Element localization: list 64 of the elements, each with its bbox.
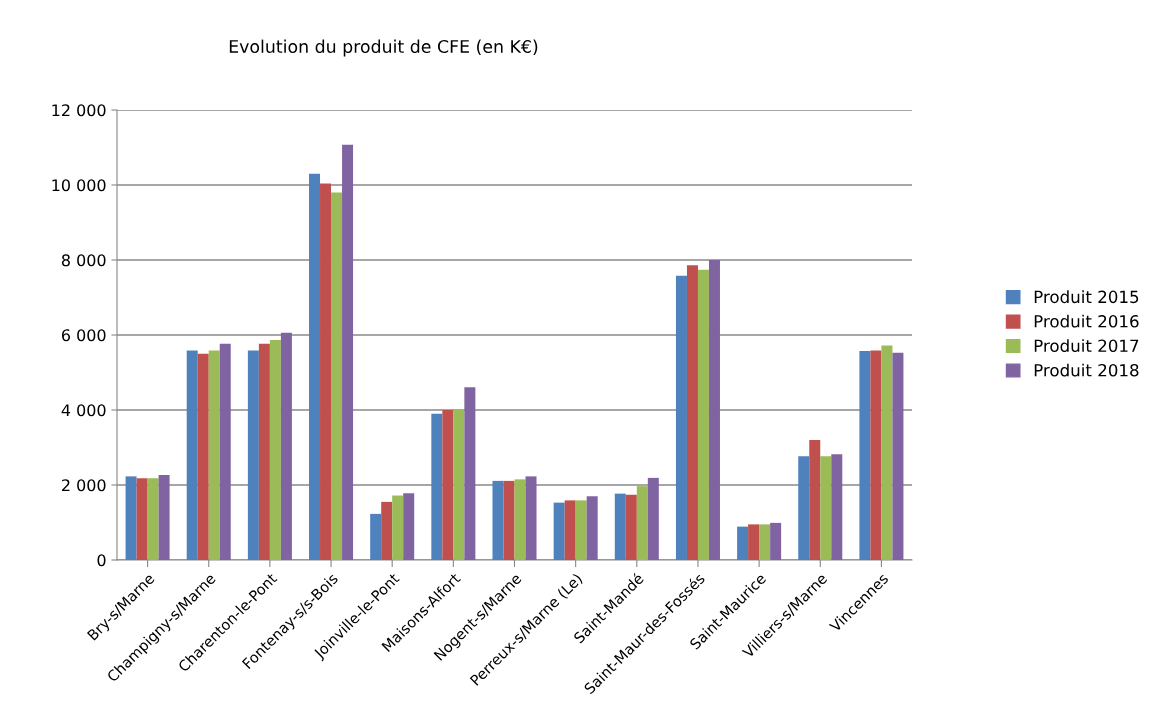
chart-title: Evolution du produit de CFE (en K€) bbox=[229, 39, 538, 57]
bar bbox=[748, 524, 760, 560]
bar bbox=[442, 410, 454, 560]
bar bbox=[831, 454, 843, 560]
bar bbox=[331, 192, 343, 560]
bar bbox=[625, 494, 637, 560]
bar bbox=[247, 350, 259, 560]
y-tick-label: 4 000 bbox=[61, 404, 106, 417]
bar bbox=[320, 183, 332, 560]
bar bbox=[453, 410, 465, 560]
bar bbox=[280, 332, 292, 560]
bar bbox=[158, 474, 170, 560]
bar bbox=[186, 350, 198, 560]
bar bbox=[881, 345, 893, 560]
bar bbox=[136, 478, 148, 560]
bar bbox=[770, 522, 782, 560]
bar bbox=[564, 500, 576, 560]
bar bbox=[737, 526, 749, 560]
legend-label: Produit 2015 bbox=[1034, 290, 1139, 304]
bar bbox=[370, 513, 382, 560]
bar bbox=[219, 343, 231, 560]
bar bbox=[686, 265, 698, 560]
bar bbox=[309, 173, 321, 560]
bar bbox=[586, 496, 598, 560]
bar bbox=[759, 524, 771, 560]
bar bbox=[820, 456, 832, 560]
y-tick-label: 6 000 bbox=[61, 329, 106, 342]
bar bbox=[892, 352, 904, 560]
bar bbox=[697, 269, 709, 560]
bar bbox=[208, 350, 220, 560]
bar bbox=[575, 500, 587, 560]
bar bbox=[392, 495, 404, 560]
bar bbox=[614, 493, 626, 560]
bar bbox=[125, 476, 137, 560]
bar bbox=[269, 339, 281, 560]
bar bbox=[870, 350, 882, 560]
bar bbox=[553, 502, 565, 560]
bar bbox=[798, 456, 810, 560]
bar bbox=[514, 479, 526, 560]
bar bbox=[403, 493, 415, 560]
legend-label: Produit 2016 bbox=[1034, 314, 1139, 328]
bar bbox=[258, 343, 270, 560]
y-tick-label: 2 000 bbox=[62, 479, 106, 492]
bar bbox=[381, 501, 393, 560]
bar bbox=[675, 275, 687, 560]
legend-label: Produit 2017 bbox=[1034, 339, 1139, 353]
y-tick-label: 12 000 bbox=[52, 104, 106, 117]
bar bbox=[197, 353, 209, 560]
bar bbox=[708, 260, 720, 560]
bar bbox=[464, 387, 476, 560]
legend-label: Produit 2018 bbox=[1034, 363, 1139, 377]
bar bbox=[503, 480, 515, 560]
bar bbox=[492, 480, 504, 560]
bar bbox=[859, 351, 871, 560]
y-tick-label: 10 000 bbox=[52, 179, 106, 192]
y-tick-label: 0 bbox=[97, 554, 106, 567]
bar bbox=[342, 144, 354, 560]
bar bbox=[647, 477, 659, 560]
bar bbox=[525, 476, 537, 560]
bar bbox=[809, 440, 821, 560]
bar bbox=[147, 478, 159, 560]
y-tick-label: 8 000 bbox=[61, 254, 106, 267]
bar bbox=[636, 486, 648, 560]
bar bbox=[431, 413, 443, 560]
